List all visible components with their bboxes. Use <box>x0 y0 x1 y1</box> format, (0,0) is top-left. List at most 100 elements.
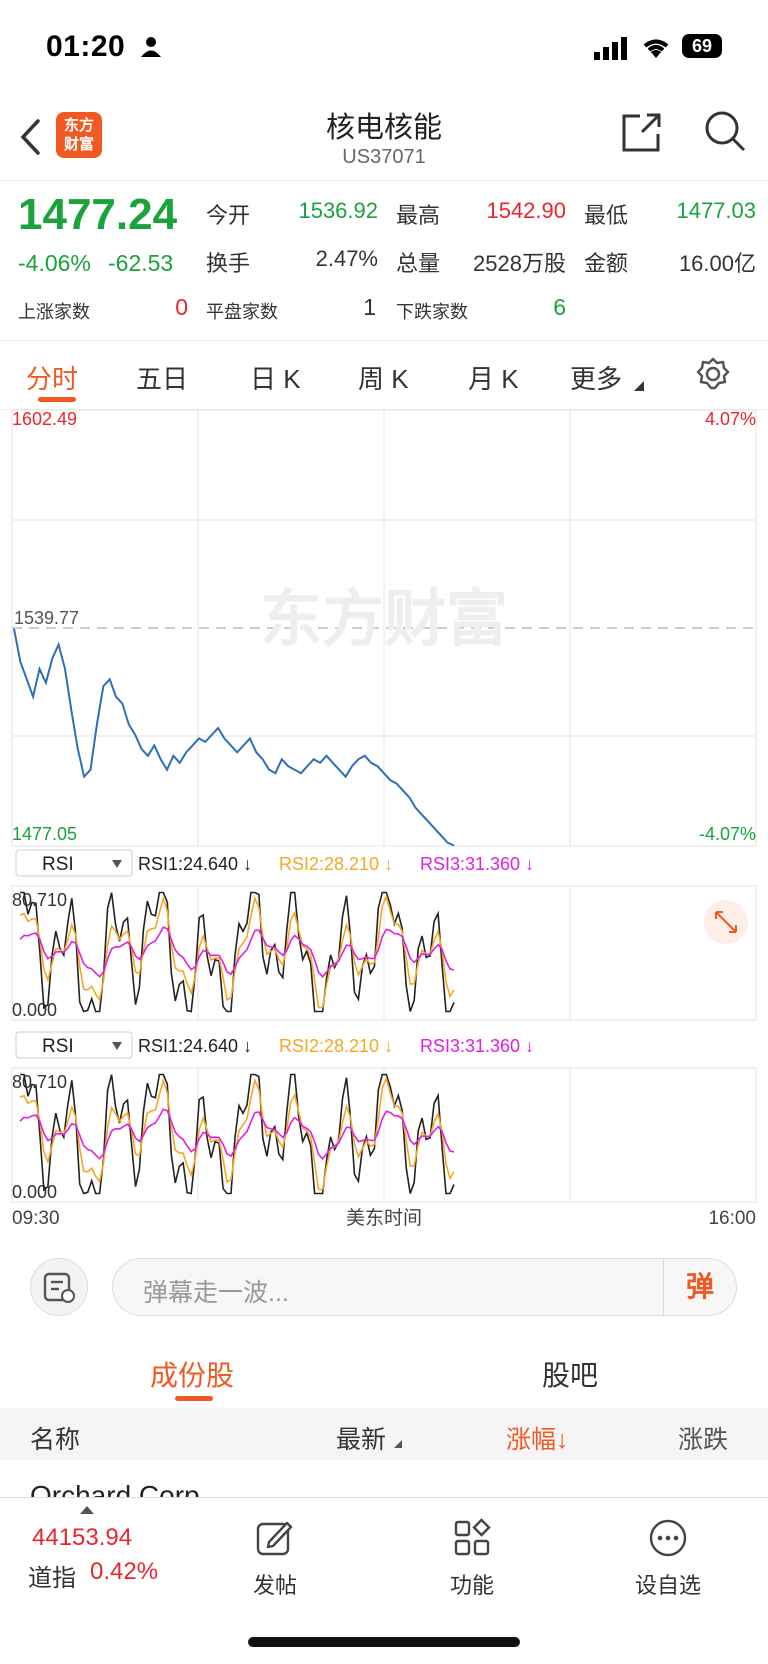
back-icon[interactable] <box>18 118 42 156</box>
search-icon[interactable] <box>702 108 748 154</box>
functions-icon[interactable] <box>452 1518 492 1558</box>
tab-weekly-k[interactable]: 周 K <box>358 364 409 394</box>
add-watchlist-label[interactable]: 设自选 <box>634 1573 701 1598</box>
rsi2-value-2: RSI2:28.210 ↓ <box>279 1036 393 1056</box>
stock-code: US37071 <box>342 146 426 168</box>
danmu-send-button[interactable]: 弹 <box>663 1259 736 1315</box>
rsi-selector-2-label: RSI <box>42 1036 74 1057</box>
unchanged-value: 1 <box>363 294 376 320</box>
time-axis-title: 美东时间 <box>346 1207 422 1229</box>
subtab-active-indicator <box>175 1396 213 1401</box>
time-end: 16:00 <box>708 1208 756 1229</box>
low-label: 最低 <box>584 203 629 228</box>
open-label: 今开 <box>206 203 251 228</box>
col-latest[interactable]: 最新 <box>336 1426 387 1454</box>
expand-up-icon[interactable] <box>80 1504 94 1514</box>
bottom-bar: 44153.94 道指 0.42% 发帖 功能 设自选 <box>0 1497 768 1664</box>
rsi2-line-1 <box>19 894 455 1009</box>
col-change[interactable]: 涨跌 <box>678 1426 729 1454</box>
settings-gear-icon[interactable] <box>696 357 730 391</box>
index-value[interactable]: 44153.94 <box>32 1524 133 1551</box>
high-label: 最高 <box>396 203 441 228</box>
expand-icon <box>715 911 737 933</box>
volume-value: 2528万股 <box>473 251 566 276</box>
rsi-panel-1-min: 0.000 <box>12 1000 57 1020</box>
rsi-selector-1-caret-icon <box>112 860 122 868</box>
rsi-selector-2[interactable] <box>15 1031 133 1059</box>
col-change-pct[interactable]: 涨幅↓ <box>506 1426 569 1454</box>
chart-tabs: 分时 五日 日 K 周 K 月 K 更多 <box>0 340 768 410</box>
add-watchlist-icon[interactable] <box>648 1518 688 1558</box>
table-header: 名称 最新 涨幅↓ 涨跌 <box>0 1408 768 1460</box>
change-value: -62.53 <box>108 250 174 276</box>
advancers-label: 上涨家数 <box>18 302 90 322</box>
volume-label: 总量 <box>396 251 441 276</box>
status-bar: 01:20 69 <box>0 0 768 90</box>
time-start: 09:30 <box>12 1208 60 1229</box>
rsi2-value-1: RSI2:28.210 ↓ <box>279 854 393 874</box>
battery-icon: 69 <box>682 34 722 58</box>
rsi-selector-1[interactable] <box>15 849 133 877</box>
index-pct: 0.42% <box>90 1558 159 1585</box>
unchanged-label: 平盘家数 <box>206 302 278 322</box>
amount-value: 16.00亿 <box>678 251 756 276</box>
rsi1-line-1 <box>20 891 455 1013</box>
high-value: 1542.90 <box>486 198 566 223</box>
low-value: 1477.03 <box>676 198 756 223</box>
price-high-label: 1602.49 <box>12 409 77 429</box>
col-name[interactable]: 名称 <box>30 1426 81 1454</box>
index-name: 道指 <box>28 1565 76 1592</box>
current-price: 1477.24 <box>18 190 178 239</box>
tab-constituents[interactable]: 成份股 <box>150 1360 235 1391</box>
rsi3-value-2: RSI3:31.360 ↓ <box>420 1036 534 1056</box>
post-icon[interactable] <box>255 1518 295 1558</box>
turnover-label: 换手 <box>206 251 251 276</box>
tab-intraday[interactable]: 分时 <box>26 364 79 394</box>
open-value: 1536.92 <box>298 198 378 223</box>
header: 东方 财富 核电核能 US37071 <box>0 90 768 181</box>
rsi-selector-1-label: RSI <box>42 854 74 875</box>
status-time: 01:20 <box>46 30 126 63</box>
pct-low-label: -4.07% <box>699 824 756 844</box>
price-series-line <box>13 628 455 847</box>
home-indicator <box>248 1637 520 1647</box>
rsi3-line-2 <box>19 1108 455 1161</box>
watermark: 东方财富 <box>260 585 508 654</box>
functions-label[interactable]: 功能 <box>449 1573 494 1598</box>
tab-active-indicator <box>38 397 76 402</box>
person-icon <box>141 37 161 57</box>
change-percent: -4.06% <box>18 250 91 276</box>
notes-icon <box>43 1272 75 1303</box>
rsi-panel-2-min: 0.000 <box>12 1182 57 1202</box>
pct-high-label: 4.07% <box>705 409 756 429</box>
notes-button[interactable] <box>30 1258 88 1316</box>
rsi3-value-1: RSI3:31.360 ↓ <box>420 854 534 874</box>
app-logo: 东方 财富 <box>56 112 102 158</box>
danmu-bar: 弹幕走一波... 弹 <box>0 1238 768 1338</box>
rsi3-line-1 <box>19 926 455 979</box>
decliners-label: 下跌家数 <box>396 302 468 322</box>
intraday-chart[interactable]: 东方财富 1602.49 4.07% 1539.77 1477.05 -4.07… <box>0 408 768 1238</box>
wifi-icon <box>643 39 669 58</box>
prev-close-label: 1539.77 <box>14 608 79 628</box>
tab-more[interactable]: 更多 <box>570 364 623 394</box>
tab-daily-k[interactable]: 日 K <box>250 364 301 394</box>
rsi1-value-1: RSI1:24.640 ↓ <box>138 854 252 874</box>
cellular-signal-icon <box>594 37 627 60</box>
tab-monthly-k[interactable]: 月 K <box>468 364 519 394</box>
danmu-placeholder: 弹幕走一波... <box>143 1279 289 1307</box>
danmu-input[interactable]: 弹幕走一波... 弹 <box>112 1258 737 1316</box>
post-label[interactable]: 发帖 <box>252 1573 297 1598</box>
turnover-value: 2.47% <box>315 246 378 271</box>
page-title: 核电核能 <box>325 112 442 144</box>
rsi1-value-2: RSI1:24.640 ↓ <box>138 1036 252 1056</box>
share-icon[interactable] <box>618 110 664 156</box>
tab-forum[interactable]: 股吧 <box>542 1360 599 1391</box>
rsi1-line-2 <box>20 1073 455 1195</box>
advancers-value: 0 <box>175 294 188 320</box>
tab-five-day[interactable]: 五日 <box>136 364 189 394</box>
dropdown-corner-icon <box>634 381 644 391</box>
sub-tabs: 成份股 股吧 <box>0 1338 768 1408</box>
rsi-selector-2-caret-icon <box>112 1042 122 1050</box>
amount-label: 金额 <box>584 251 629 276</box>
